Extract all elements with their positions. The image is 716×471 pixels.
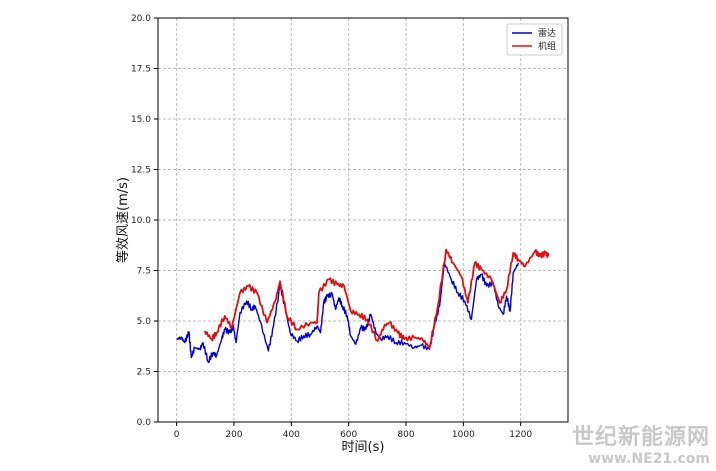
legend-label-turbine: 机组 xyxy=(538,40,556,52)
y-tick-label: 7.5 xyxy=(137,267,151,277)
series-lines xyxy=(176,248,550,364)
y-tick-label: 2.5 xyxy=(137,368,151,378)
x-tick-label: 600 xyxy=(340,430,357,440)
y-tick-label: 17.5 xyxy=(131,65,151,75)
series-line-turbine xyxy=(203,248,550,349)
y-tick-label: 15.0 xyxy=(131,115,151,125)
x-tick-label: 0 xyxy=(174,430,180,440)
y-tick-label: 20.0 xyxy=(131,14,151,24)
y-axis-label: 等效风速(m/s) xyxy=(115,177,131,263)
ticks: 0 200 400 600 800 1000 1200 0.0 2.5 5.0 7.5 10.0 12.… xyxy=(131,14,532,440)
legend: 雷达 机组 xyxy=(506,23,563,56)
x-tick-label: 1000 xyxy=(452,430,475,440)
grid xyxy=(158,17,568,423)
y-tick-label: 5.0 xyxy=(137,317,152,327)
x-axis-label: 时间(s) xyxy=(342,440,385,455)
y-tick-label: 0.0 xyxy=(137,418,152,428)
watermark-url: www.NE21.com xyxy=(588,451,710,467)
plot-frame xyxy=(157,17,569,423)
x-tick-label: 1200 xyxy=(509,430,532,440)
watermark: 世纪新能源网 www.NE21.com xyxy=(572,419,710,467)
watermark-title: 世纪新能源网 xyxy=(571,425,710,450)
y-tick-label: 12.5 xyxy=(131,166,151,176)
x-tick-label: 400 xyxy=(283,430,300,440)
legend-label-radar: 雷达 xyxy=(538,27,556,39)
y-tick-label: 10.0 xyxy=(131,216,151,226)
x-tick-label: 200 xyxy=(225,430,242,440)
series-line-radar xyxy=(176,262,520,364)
x-tick-label: 800 xyxy=(397,430,414,440)
